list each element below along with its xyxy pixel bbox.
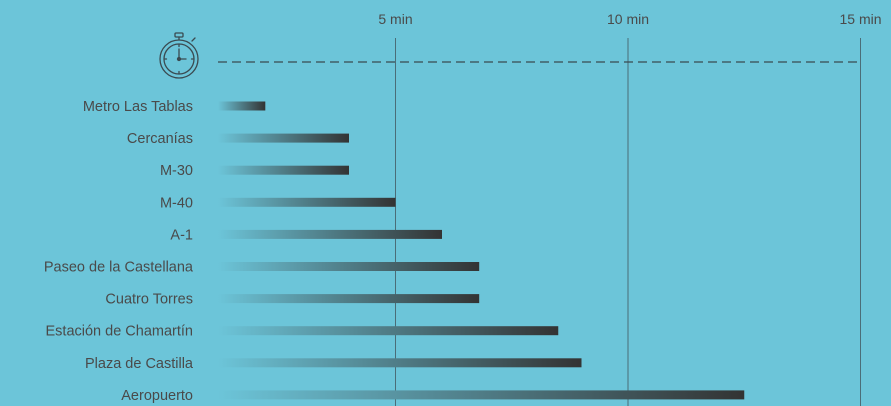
category-label: M-30: [160, 163, 193, 179]
stopwatch-icon: [159, 32, 199, 79]
bar: [218, 262, 480, 271]
x-tick-label: 15 min: [839, 11, 881, 27]
category-label: Aeropuerto: [121, 388, 193, 404]
category-label: Paseo de la Castellana: [44, 260, 194, 276]
grid-lines: [395, 38, 861, 406]
bar: [218, 358, 582, 368]
category-label: M-40: [160, 195, 193, 211]
bars: [218, 101, 745, 400]
bar: [218, 229, 442, 239]
bar: [218, 294, 480, 304]
bar: [218, 197, 396, 207]
category-label: Cuatro Torres: [105, 292, 193, 308]
category-labels: Metro Las Tablas Cercanías M-30 M-40 A-1 Pase…: [44, 99, 194, 404]
x-tick-label: 5 min: [378, 11, 412, 27]
category-label: A-1: [170, 227, 193, 243]
x-axis-ticks: 5 min 10 min 15 min: [378, 11, 881, 27]
bar: [218, 101, 266, 111]
category-label: Metro Las Tablas: [83, 99, 193, 115]
x-tick-label: 10 min: [607, 11, 649, 27]
category-label: Cercanías: [127, 131, 193, 147]
category-label: Estación de Chamartín: [46, 324, 194, 340]
category-label: Plaza de Castilla: [85, 356, 194, 372]
bar: [218, 133, 349, 143]
bar: [218, 390, 745, 400]
bar: [218, 326, 559, 336]
bar: [218, 165, 349, 175]
